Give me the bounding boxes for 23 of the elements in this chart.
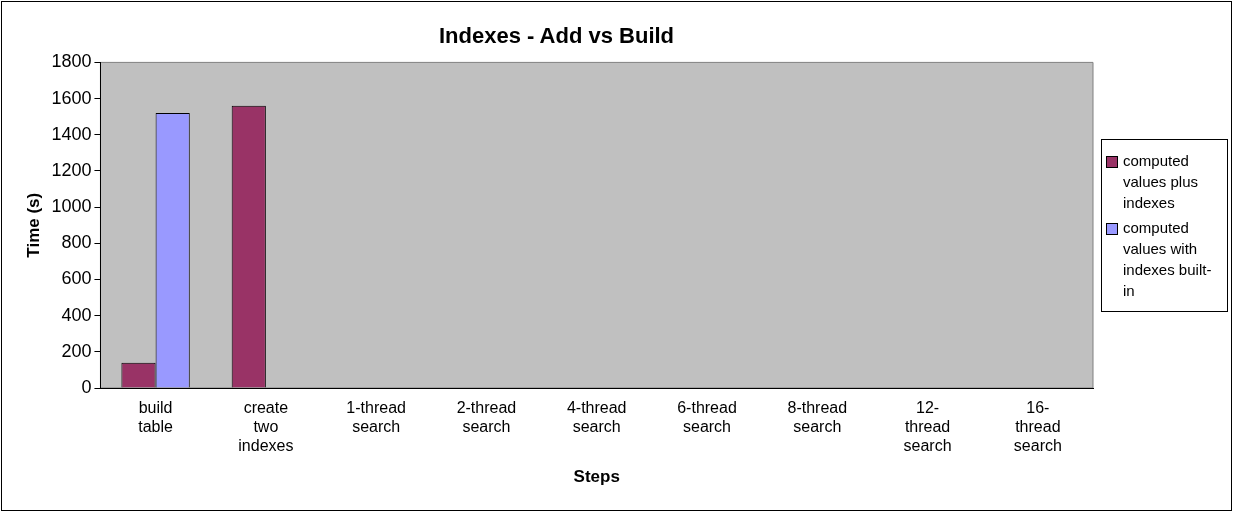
x-tick-label: 8-thread search <box>787 399 848 436</box>
legend-label: computed values with indexes built-in <box>1123 217 1213 301</box>
y-tick-label: 1600 <box>51 87 92 108</box>
x-tick-label: 4-thread search <box>566 399 627 436</box>
y-tick-label: 600 <box>61 268 92 289</box>
x-tick-label: 12-thread search <box>903 399 952 455</box>
y-tick-label: 200 <box>61 340 92 361</box>
x-tick-label: build table <box>138 399 174 436</box>
y-tick-label: 1800 <box>51 51 92 72</box>
y-tick-label: 400 <box>61 304 92 325</box>
chart-title: Indexes - Add vs Build <box>438 23 675 49</box>
y-axis-title: Time (s) <box>23 192 43 258</box>
x-axis-title: Steps <box>573 467 620 487</box>
x-tick-label: 1-thread search <box>346 399 406 436</box>
y-tick-label: 0 <box>81 376 92 397</box>
y-tick-label: 1200 <box>51 159 92 180</box>
x-tick-label: 16-thread search <box>1013 399 1062 455</box>
x-tick-label: create two indexes <box>238 399 294 455</box>
y-tick-label: 1000 <box>51 196 92 217</box>
x-tick-label: 6-thread search <box>677 399 737 436</box>
y-tick-label: 1400 <box>51 123 92 144</box>
x-tick-label: 2-thread search <box>456 399 517 436</box>
y-tick-label: 800 <box>61 232 92 253</box>
